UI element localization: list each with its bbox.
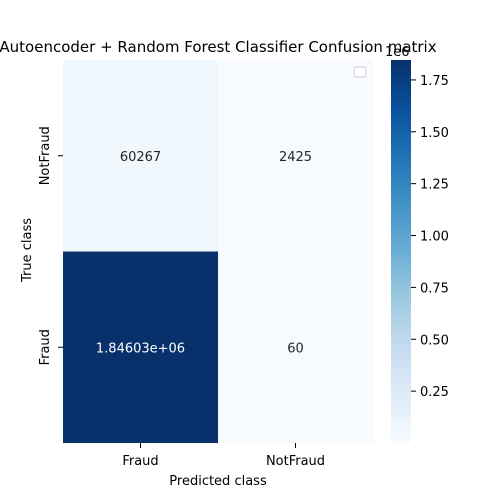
legend-box (353, 66, 367, 78)
heatmap-cell (218, 251, 373, 443)
colorbar-multiplier-label: 1e6 (385, 45, 410, 60)
heatmap-cell-label: 60267 (120, 150, 161, 165)
heatmap-cell-label: 2425 (279, 150, 312, 165)
colorbar-tick-label: 1.50 (420, 126, 449, 141)
x-axis-ticks: Fraud NotFraud (122, 443, 325, 469)
colorbar-ticks: 0.25 0.50 0.75 1.00 1.25 1.50 1.75 (411, 74, 449, 400)
colorbar-tick-label: 1.75 (420, 74, 449, 89)
colorbar-tick-label: 1.25 (420, 178, 449, 193)
y-axis-label: True class (20, 218, 35, 283)
colorbar-tick-label: 0.50 (420, 333, 449, 348)
heatmap-cell (63, 60, 218, 252)
y-tick-label: NotFraud (38, 126, 53, 185)
heatmap-cell-labels: 60267 2425 1.84603e+06 60 (96, 150, 312, 357)
colorbar-tick-label: 0.25 (420, 385, 449, 400)
heatmap-cell-label: 1.84603e+06 (96, 341, 185, 356)
y-tick-label: Fraud (38, 329, 53, 365)
y-axis-ticks: NotFraud Fraud (38, 126, 63, 365)
heatmap-cell-label: 60 (287, 341, 304, 356)
colorbar-tick-label: 0.75 (420, 281, 449, 296)
x-axis-label: Predicted class (169, 474, 267, 489)
heatmap-cell (218, 60, 373, 252)
chart-title: Autoencoder + Random Forest Classifier C… (0, 38, 437, 56)
x-tick-label: NotFraud (266, 454, 325, 469)
colorbar (391, 60, 411, 443)
heatmap-cells (63, 60, 373, 443)
x-tick-label: Fraud (122, 454, 158, 469)
heatmap-cell (63, 251, 218, 443)
colorbar-tick-label: 1.00 (420, 230, 449, 245)
